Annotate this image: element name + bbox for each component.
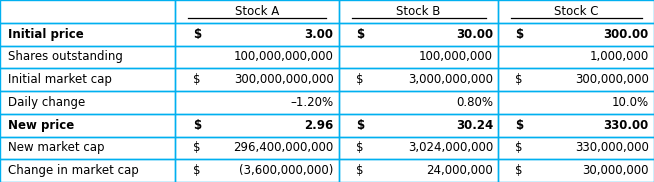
Bar xyxy=(0,91,175,114)
Bar xyxy=(0,0,175,23)
Text: 300,000,000,000: 300,000,000,000 xyxy=(233,73,334,86)
Bar xyxy=(0,46,175,68)
Text: 2.96: 2.96 xyxy=(304,119,334,132)
Bar xyxy=(339,114,498,136)
Bar xyxy=(175,68,339,91)
Bar xyxy=(339,23,498,46)
Bar xyxy=(339,46,498,68)
Text: 30.00: 30.00 xyxy=(456,28,493,41)
Bar xyxy=(0,114,175,136)
Text: 10.0%: 10.0% xyxy=(611,96,649,109)
Bar xyxy=(175,23,339,46)
Bar xyxy=(339,159,498,182)
Text: $: $ xyxy=(356,119,364,132)
Text: $: $ xyxy=(194,164,201,177)
Text: $: $ xyxy=(515,164,523,177)
Text: $: $ xyxy=(515,28,524,41)
Bar xyxy=(0,68,175,91)
Text: $: $ xyxy=(356,141,364,154)
Bar xyxy=(498,0,654,23)
Text: 330.00: 330.00 xyxy=(604,119,649,132)
Text: 100,000,000: 100,000,000 xyxy=(419,50,493,63)
Bar xyxy=(498,159,654,182)
Text: $: $ xyxy=(356,73,364,86)
Bar xyxy=(175,46,339,68)
Text: 1,000,000: 1,000,000 xyxy=(589,50,649,63)
Text: $: $ xyxy=(194,141,201,154)
Text: $: $ xyxy=(194,73,201,86)
Bar xyxy=(498,68,654,91)
Bar xyxy=(175,136,339,159)
Bar xyxy=(498,46,654,68)
Text: New market cap: New market cap xyxy=(8,141,105,154)
Bar xyxy=(175,159,339,182)
Text: 3,024,000,000: 3,024,000,000 xyxy=(408,141,493,154)
Text: $: $ xyxy=(356,28,364,41)
Text: (3,600,000,000): (3,600,000,000) xyxy=(239,164,334,177)
Bar xyxy=(175,114,339,136)
Text: 300,000,000: 300,000,000 xyxy=(575,73,649,86)
Text: 3.00: 3.00 xyxy=(305,28,334,41)
Bar xyxy=(175,0,339,23)
Text: Initial price: Initial price xyxy=(8,28,84,41)
Text: 30,000,000: 30,000,000 xyxy=(582,164,649,177)
Text: 0.80%: 0.80% xyxy=(456,96,493,109)
Text: 24,000,000: 24,000,000 xyxy=(426,164,493,177)
Text: Change in market cap: Change in market cap xyxy=(8,164,139,177)
Text: Daily change: Daily change xyxy=(8,96,85,109)
Bar xyxy=(498,136,654,159)
Text: 3,000,000,000: 3,000,000,000 xyxy=(408,73,493,86)
Bar xyxy=(498,23,654,46)
Bar xyxy=(339,68,498,91)
Text: $: $ xyxy=(194,119,201,132)
Text: $: $ xyxy=(515,73,523,86)
Text: Stock B: Stock B xyxy=(396,5,441,18)
Text: 300.00: 300.00 xyxy=(604,28,649,41)
Text: $: $ xyxy=(515,141,523,154)
Bar xyxy=(0,23,175,46)
Bar xyxy=(0,136,175,159)
Text: 296,400,000,000: 296,400,000,000 xyxy=(233,141,334,154)
Text: 330,000,000: 330,000,000 xyxy=(575,141,649,154)
Text: Shares outstanding: Shares outstanding xyxy=(8,50,123,63)
Text: Initial market cap: Initial market cap xyxy=(8,73,112,86)
Text: $: $ xyxy=(194,28,201,41)
Text: 100,000,000,000: 100,000,000,000 xyxy=(233,50,334,63)
Bar xyxy=(498,91,654,114)
Text: Stock C: Stock C xyxy=(554,5,598,18)
Bar xyxy=(0,159,175,182)
Text: –1.20%: –1.20% xyxy=(290,96,334,109)
Text: New price: New price xyxy=(8,119,74,132)
Text: 30.24: 30.24 xyxy=(456,119,493,132)
Text: $: $ xyxy=(515,119,524,132)
Bar xyxy=(339,136,498,159)
Bar xyxy=(498,114,654,136)
Text: $: $ xyxy=(356,164,364,177)
Bar xyxy=(339,91,498,114)
Text: Stock A: Stock A xyxy=(235,5,279,18)
Bar xyxy=(339,0,498,23)
Bar xyxy=(175,91,339,114)
